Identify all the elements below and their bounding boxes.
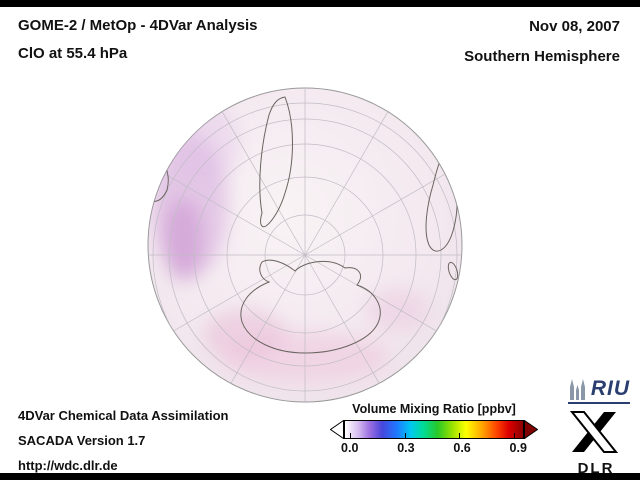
dlr-logo-text: DLR (577, 460, 615, 477)
riu-cathedral-icon (569, 379, 585, 400)
colorbar-tickmark (404, 433, 406, 439)
coastline-south-america (259, 96, 293, 228)
colorbar-tick-label: 0.3 (397, 441, 415, 455)
figure-title: GOME-2 / MetOp - 4DVar Analysis (18, 17, 258, 34)
figure-hemisphere: Southern Hemisphere (464, 48, 620, 65)
colorbar-tick-labels: 0.0 0.3 0.6 0.9 (330, 439, 538, 457)
credit-line-2: SACADA Version 1.7 (18, 433, 146, 448)
coastline-madagascar (447, 261, 459, 281)
credit-url: http://wdc.dlr.de (18, 458, 118, 473)
colorbar-gradient (344, 420, 524, 439)
dlr-logo-icon (569, 411, 619, 453)
colorbar-tick-label: 0.0 (341, 441, 359, 455)
colorbar-tickmark (514, 433, 516, 439)
coastlines (148, 96, 459, 354)
coastline-antarctica (240, 259, 381, 354)
clo-patch-upper-left (175, 101, 239, 185)
colorbar: Volume Mixing Ratio [ppbv] 0.0 0.3 0.6 0… (330, 402, 538, 457)
dlr-logo: DLR (566, 410, 626, 477)
figure-date: Nov 08, 2007 (529, 18, 620, 35)
colorbar-underflow-arrow-icon (330, 420, 344, 439)
colorbar-tickmark (350, 433, 352, 439)
top-border-bar (0, 0, 640, 7)
clo-patch-lower-right (365, 288, 429, 332)
colorbar-tick-label: 0.9 (509, 441, 527, 455)
riu-logo: RIU (567, 376, 630, 404)
colorbar-label: Volume Mixing Ratio [ppbv] (352, 402, 516, 416)
title-block: GOME-2 / MetOp - 4DVar Analysis ClO at 5… (18, 12, 258, 68)
credit-block: 4DVar Chemical Data Assimilation SACADA … (18, 403, 229, 478)
colorbar-bar (330, 420, 538, 439)
bottom-border-bar (0, 473, 640, 480)
colorbar-overflow-arrow-icon (524, 420, 538, 439)
riu-logo-text: RIU (590, 377, 630, 400)
date-block: Nov 08, 2007 Southern Hemisphere (464, 12, 620, 72)
globe-svg (147, 87, 463, 403)
globe-map (145, 85, 465, 405)
colorbar-tickmark (459, 433, 461, 439)
colorbar-tick-label: 0.6 (453, 441, 471, 455)
credit-line-1: 4DVar Chemical Data Assimilation (18, 408, 229, 423)
figure-subtitle: ClO at 55.4 hPa (18, 45, 128, 62)
clo-patch-west-strong (163, 198, 203, 282)
